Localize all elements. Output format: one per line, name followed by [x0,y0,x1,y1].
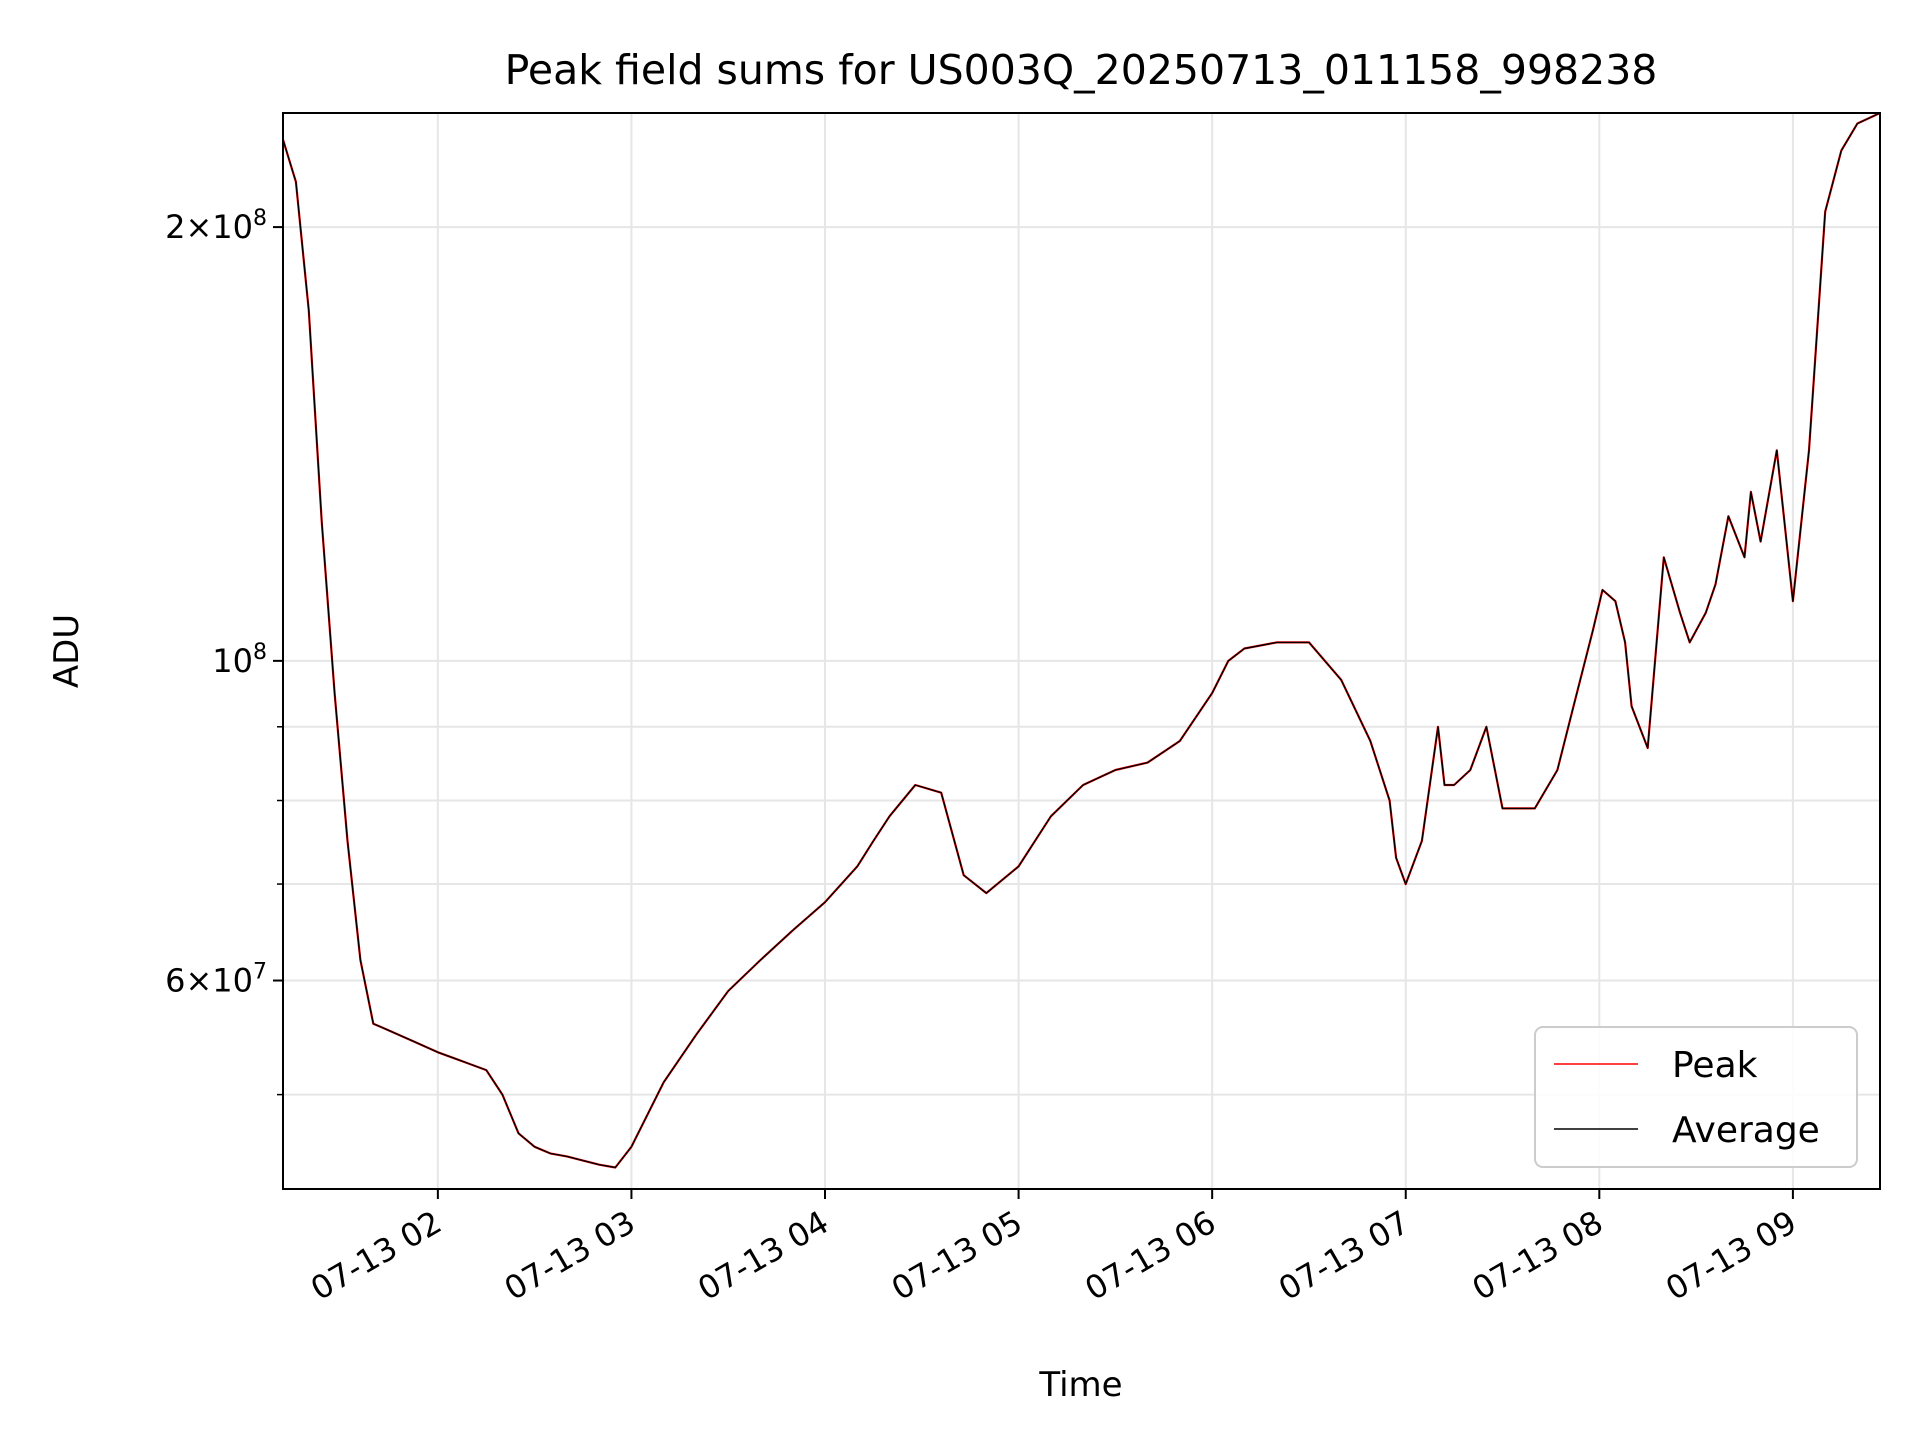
chart-title: Peak field sums for US003Q_20250713_0111… [505,46,1658,94]
legend-label-peak: Peak [1672,1045,1758,1086]
plot-frame [282,112,1881,1190]
series-line-average [283,113,1880,1169]
y-tick-label: 2×108 [165,206,267,246]
legend-label-average: Average [1672,1110,1820,1151]
y-tick-label: 6×107 [165,960,267,1000]
series-layer [283,113,1880,1169]
grid [283,113,1880,1189]
x-axis-title: Time [1038,1365,1122,1405]
y-tick-label: 108 [212,640,267,680]
legend: Peak Average [1534,1026,1858,1168]
y-axis: 6×107 108 2×108 [165,206,283,1096]
legend-box [1534,1026,1858,1168]
y-axis-title: ADU [47,614,87,688]
